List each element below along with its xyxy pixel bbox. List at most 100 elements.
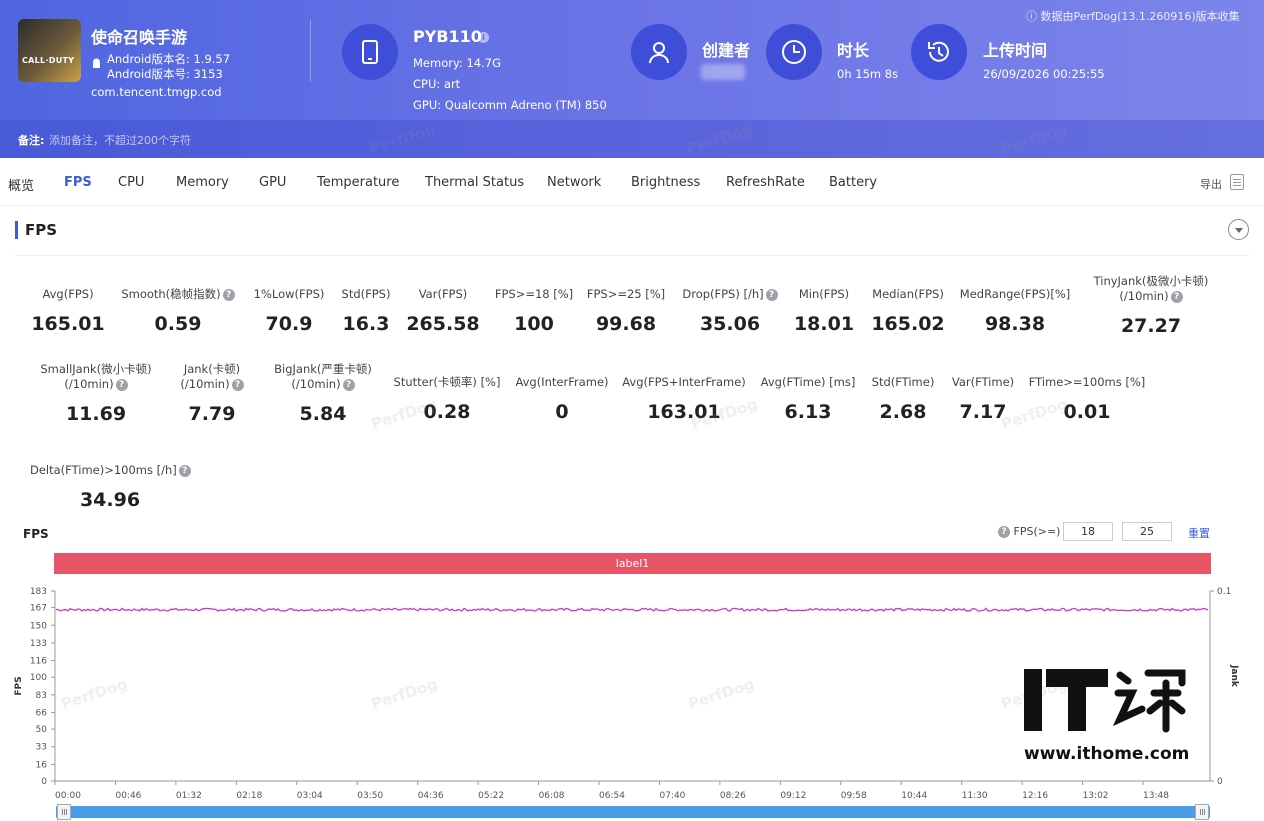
tab-8[interactable]: Brightness <box>631 175 701 190</box>
y-tick-label: 183 <box>30 587 47 597</box>
stat-label: Min(FPS) <box>798 287 850 301</box>
reset-button[interactable]: 重置 <box>1188 527 1210 540</box>
stat-value: 165.01 <box>31 313 105 335</box>
stat-label-unit: (/10min)? <box>132 377 292 392</box>
y-tick-label: 100 <box>30 673 47 683</box>
stat-value: 35.06 <box>699 313 761 335</box>
help-icon[interactable]: ? <box>178 464 191 477</box>
tab-2[interactable]: CPU <box>118 175 145 190</box>
app-name: 使命召唤手游 <box>91 28 188 47</box>
stat-label: TinyJank(极微小卡顿) <box>1093 274 1209 288</box>
stat-label: Avg(FPS) <box>42 287 94 301</box>
help-icon[interactable]: ? <box>115 378 128 391</box>
y-tick-label: 33 <box>36 743 47 753</box>
help-icon[interactable]: ? <box>1170 290 1183 303</box>
x-tick-label: 01:32 <box>176 791 202 801</box>
tab-9[interactable]: RefreshRate <box>726 175 805 190</box>
label-bar[interactable]: label1 <box>54 553 1211 574</box>
export-icon[interactable] <box>1230 174 1244 190</box>
stat-value: 11.69 <box>65 403 127 425</box>
stat-value: 98.38 <box>984 313 1046 335</box>
tab-6[interactable]: Thermal Status <box>425 175 525 190</box>
fps-series-line <box>55 607 1209 612</box>
note-bar[interactable]: 备注: 添加备注，不超过200个字符 <box>0 120 1264 158</box>
slider-start-handle[interactable] <box>57 804 71 820</box>
section-divider <box>15 255 1249 256</box>
stat-value: 6.13 <box>784 401 832 423</box>
help-icon[interactable]: ? <box>342 378 355 391</box>
stat-label: SmallJank(微小卡顿) <box>40 362 152 376</box>
stat-stats_row1-11: TinyJank(极微小卡顿) (/10min)? 27.27 <box>1071 274 1231 337</box>
stat-value: 2.68 <box>879 401 927 423</box>
tab-1[interactable]: FPS <box>64 175 92 190</box>
stat-label-unit: (/10min)? <box>1071 289 1231 304</box>
help-icon[interactable]: ? <box>231 378 244 391</box>
stat-stats_row2-9: FTime>=100ms [%] 0.01 <box>1007 362 1167 423</box>
stat-unit-text: (/10min) <box>64 377 114 391</box>
x-tick-label: 11:30 <box>962 791 988 801</box>
stat-label: Delta(FTime)>100ms [/h]? <box>30 463 191 478</box>
tab-5[interactable]: Temperature <box>317 175 400 190</box>
android-icon <box>93 58 100 68</box>
y2-tick-label: 0 <box>1217 777 1223 787</box>
y-axis-label: FPS <box>14 676 24 695</box>
stat-stats_row1-3: Std(FPS) 16.3 <box>286 274 446 335</box>
stat-label: Jank(卡顿) <box>183 362 241 376</box>
tab-7[interactable]: Network <box>547 175 602 190</box>
section-title: FPS <box>25 221 58 239</box>
package-name: com.tencent.tmgp.cod <box>91 85 222 99</box>
y-tick-label: 83 <box>36 691 47 701</box>
stat-value: 0 <box>555 401 569 423</box>
stat-value: 70.9 <box>265 313 313 335</box>
fps-threshold-2-input[interactable] <box>1122 522 1172 541</box>
upload-time-value: 26/09/2026 00:25:55 <box>983 67 1105 81</box>
x-tick-label: 00:00 <box>55 791 81 801</box>
collapse-chevron-icon[interactable] <box>1228 219 1249 240</box>
y-tick-label: 16 <box>36 760 48 770</box>
y2-axis-label: Jank <box>1229 664 1239 688</box>
stat-stats_row2-5: Avg(FPS+InterFrame) 163.01 <box>604 362 764 423</box>
note-label: 备注: <box>18 134 45 147</box>
creator-icon <box>631 24 687 80</box>
note-input[interactable]: 添加备注，不超过200个字符 <box>49 134 191 147</box>
history-icon <box>911 24 967 80</box>
device-name: PYB110 <box>413 27 482 46</box>
x-tick-label: 05:22 <box>478 791 504 801</box>
help-icon[interactable]: ? <box>998 526 1010 538</box>
y-tick-label: 66 <box>36 708 48 718</box>
stat-stats_row2-0: SmallJank(微小卡顿) (/10min)? 11.69 <box>16 362 176 425</box>
stat-unit-text: (/10min) <box>1119 289 1169 303</box>
clock-icon <box>766 24 822 80</box>
stat-label: MedRange(FPS)[%] <box>959 287 1071 301</box>
stat-stats_row2-7: Std(FTime) 2.68 <box>823 362 983 423</box>
ithome-logo <box>1022 665 1192 739</box>
header-divider <box>310 20 311 82</box>
help-icon[interactable]: ? <box>222 288 235 301</box>
slider-end-handle[interactable] <box>1195 804 1209 820</box>
fps-threshold-1-input[interactable] <box>1063 522 1113 541</box>
x-tick-label: 04:36 <box>418 791 444 801</box>
watermark-text: PerfDog <box>685 674 757 714</box>
section-accent <box>15 221 18 239</box>
x-tick-label: 03:04 <box>297 791 323 801</box>
export-button[interactable]: 导出 <box>1200 178 1222 191</box>
stat-value: 27.27 <box>1120 315 1182 337</box>
stat-label-unit: (/10min)? <box>16 377 176 392</box>
upload-time-label: 上传时间 <box>983 41 1048 60</box>
stat-label: Drop(FPS) [/h]? <box>650 287 810 302</box>
help-icon[interactable]: ? <box>765 288 778 301</box>
stat-label-unit: (/10min)? <box>243 377 403 392</box>
time-range-slider[interactable] <box>56 806 1210 818</box>
tab-4[interactable]: GPU <box>259 175 287 190</box>
y-tick-label: 0 <box>41 777 47 787</box>
duration-label: 时长 <box>837 41 870 60</box>
tab-3[interactable]: Memory <box>176 175 229 190</box>
stat-stats_row1-10: MedRange(FPS)[%] 98.38 <box>935 274 1095 335</box>
device-info-icon[interactable]: i <box>478 32 489 43</box>
stat-label: Var(FPS) <box>418 287 468 301</box>
tab-10[interactable]: Battery <box>829 175 878 190</box>
stat-label: Avg(InterFrame) <box>515 375 609 389</box>
tab-0[interactable]: 概览 <box>8 179 35 194</box>
stat-unit-text: (/10min) <box>291 377 341 391</box>
ithome-url: www.ithome.com <box>1024 744 1190 764</box>
